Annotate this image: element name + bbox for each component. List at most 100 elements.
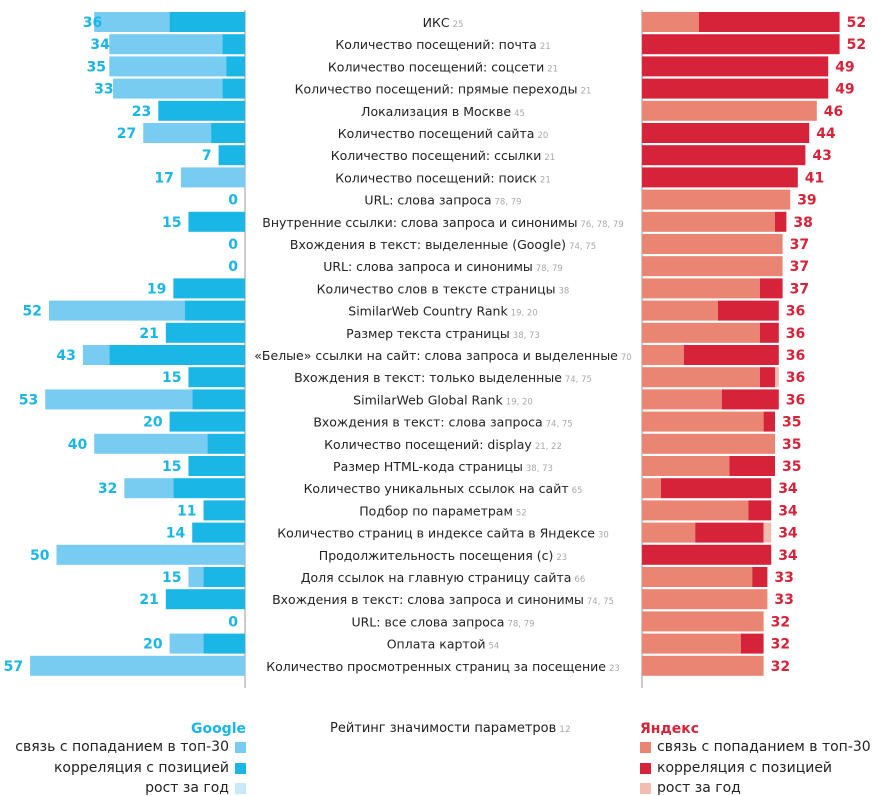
parameter-name: ИКС (423, 15, 450, 30)
parameter-ref: 76, 78, 79 (580, 220, 623, 230)
google-value-label: 15 (162, 570, 181, 586)
yandex-bar-corr (642, 167, 798, 188)
google-value-label: 14 (166, 526, 186, 542)
google-value-label: 21 (139, 326, 158, 342)
parameter-ref: 54 (488, 642, 499, 652)
yandex-legend-swatch-growth (640, 782, 651, 794)
google-bar-top30 (82, 345, 110, 365)
yandex-bar-top30 (642, 345, 684, 365)
yandex-bar-top30 (642, 478, 661, 499)
yandex-value-label: 32 (771, 659, 790, 675)
parameter-label: URL: все слова запроса 78, 79 (351, 614, 534, 629)
parameter-label: Количество посещений: соцсети 21 (328, 59, 558, 74)
google-bar-top30 (94, 433, 208, 454)
parameter-ref: 21 (547, 64, 558, 74)
google-bar-corr (169, 12, 245, 32)
yandex-bar-corr (721, 389, 779, 410)
parameter-name: Количество слов в тексте страницы (317, 281, 556, 296)
yandex-value-label: 34 (778, 548, 798, 564)
google-bar-top30 (48, 300, 185, 321)
parameter-name: Локализация в Москве (361, 104, 511, 119)
google-bar-corr (192, 389, 245, 410)
google-value-label: 20 (143, 637, 163, 653)
google-bar-top30 (113, 78, 223, 99)
google-value-label: 50 (30, 548, 50, 564)
parameter-label: «Белые» ссылки на сайт: слова запроса и … (254, 348, 631, 363)
parameter-label: SimilarWeb Global Rank 19, 20 (353, 392, 533, 407)
parameter-ref: 45 (514, 109, 525, 119)
parameter-name: Количество уникальных ссылок на сайт (304, 481, 569, 496)
google-bar-corr (207, 433, 245, 454)
google-value-label: 57 (4, 659, 23, 675)
yandex-bar-top30 (642, 367, 760, 388)
parameter-ref: 74, 75 (546, 420, 573, 430)
google-value-label: 21 (139, 592, 158, 608)
google-value-label: 11 (177, 503, 196, 519)
parameter-name: Размер HTML-кода страницы (333, 459, 523, 474)
google-legend-label-top30: связь с попаданием в топ-30 (15, 739, 229, 755)
parameter-name: Вхождения в текст: слова запроса (313, 415, 542, 430)
parameter-label: Количество просмотренных страниц за посе… (266, 659, 620, 674)
yandex-value-label: 33 (774, 570, 793, 586)
yandex-bar-top30 (642, 522, 696, 543)
parameter-label: Оплата картой 54 (387, 637, 500, 652)
parameter-name: Оплата картой (387, 637, 486, 652)
yandex-bar-corr (752, 567, 768, 587)
parameter-name: Подбор по параметрам (359, 503, 513, 518)
parameter-label: Количество посещений: почта 21 (335, 37, 550, 52)
yandex-bar-top30 (642, 456, 730, 476)
yandex-value-label: 38 (793, 215, 812, 231)
parameter-name: Внутренние ссылки: слова запроса и синон… (262, 215, 577, 230)
google-bar-corr (173, 278, 245, 299)
google-value-label: 40 (68, 437, 88, 453)
yandex-bar-top30 (642, 278, 760, 299)
google-value-label: 17 (154, 170, 173, 186)
yandex-bar-corr (729, 456, 775, 476)
parameter-label: Количество посещений: display 21, 22 (324, 437, 562, 452)
yandex-legend-item-top30: связь с попаданием в топ-30 (640, 739, 871, 755)
yandex-bar-corr (759, 322, 779, 343)
google-bar-corr (184, 300, 245, 321)
yandex-legend: Яндекс связь с попаданием в топ-30 корре… (640, 721, 886, 796)
google-bar-corr (188, 456, 245, 476)
yandex-value-label: 43 (812, 148, 831, 164)
yandex-bar-corr (642, 123, 810, 143)
yandex-bar-corr (718, 300, 779, 321)
parameter-name: Количество посещений: ссылки (331, 148, 542, 163)
google-bar-corr (222, 34, 245, 55)
google-legend-swatch-growth (235, 782, 246, 794)
parameter-name: SimilarWeb Global Rank (353, 392, 503, 407)
google-value-label: 35 (87, 59, 106, 75)
parameter-ref: 21 (544, 153, 555, 163)
parameter-name: Количество посещений: почта (335, 37, 536, 52)
google-bar-corr (192, 522, 245, 543)
chart-title-ref: 12 (559, 725, 571, 735)
parameter-ref: 23 (609, 664, 620, 674)
google-legend-title: Google (190, 721, 246, 737)
parameter-label: Количество посещений сайта 20 (338, 126, 549, 141)
yandex-bar-growth (763, 522, 772, 543)
google-bar-top30 (56, 544, 245, 565)
google-value-label: 36 (83, 15, 102, 31)
yandex-bar-corr (763, 411, 775, 432)
google-value-label: 27 (117, 126, 136, 142)
yandex-value-label: 36 (786, 326, 805, 342)
yandex-bar-corr (683, 345, 779, 365)
yandex-bar-top30 (642, 256, 783, 277)
yandex-value-label: 41 (805, 170, 824, 186)
parameter-name: Количество посещений сайта (338, 126, 535, 141)
google-bar-top30 (124, 478, 174, 499)
parameter-name: SimilarWeb Country Rank (348, 304, 508, 319)
yandex-legend-title: Яндекс (640, 721, 700, 737)
yandex-value-label: 35 (782, 459, 801, 475)
google-value-label: 15 (162, 215, 181, 231)
google-value-label: 15 (162, 459, 181, 475)
parameter-ref: 66 (574, 575, 585, 585)
parameter-ref: 74, 75 (565, 375, 592, 385)
google-value-label: 32 (98, 481, 117, 497)
yandex-bar-top30 (642, 234, 783, 254)
yandex-value-label: 34 (778, 526, 798, 542)
yandex-bar-corr (642, 34, 840, 55)
google-legend-swatch-corr (235, 762, 246, 774)
parameter-name: Вхождения в текст: только выделенные (294, 370, 562, 385)
